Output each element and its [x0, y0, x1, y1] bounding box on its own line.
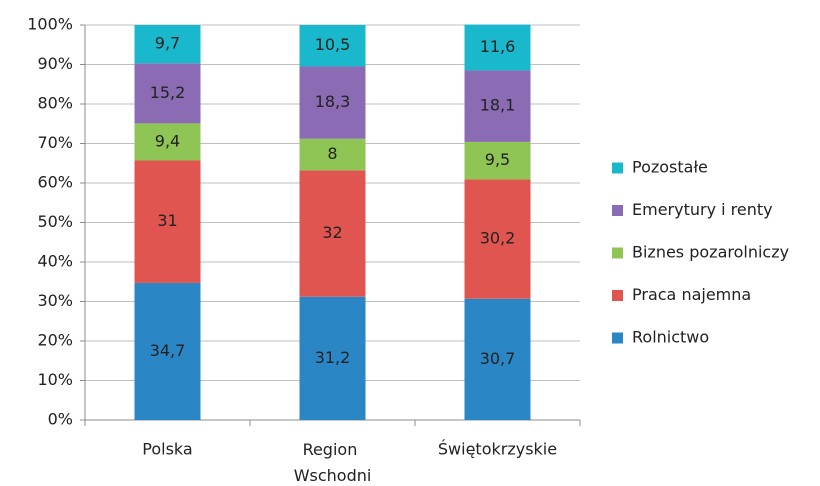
y-tick-label: 50%: [37, 212, 73, 231]
data-label: 10,5: [315, 35, 351, 54]
bar-segment: [299, 170, 366, 297]
data-label: 9,5: [485, 150, 510, 169]
bar-segment: [299, 138, 366, 171]
y-tick-label: 0%: [48, 410, 73, 429]
y-tick-label: 10%: [37, 370, 73, 389]
bar-segment: [299, 296, 366, 420]
legend-swatch: [612, 162, 623, 174]
y-tick-label: 30%: [37, 291, 73, 310]
y-tick-label: 70%: [37, 133, 73, 152]
data-label: 30,7: [480, 349, 516, 368]
bar-segment: [299, 66, 366, 139]
data-label: 32: [322, 223, 342, 242]
legend-label: Rolnictwo: [632, 328, 709, 347]
data-label: 18,1: [480, 96, 516, 115]
x-tick-label: Polska: [142, 440, 192, 459]
y-tick-label: 80%: [37, 94, 73, 113]
data-label: 9,7: [155, 34, 180, 53]
y-tick-label: 60%: [37, 173, 73, 192]
bar-segment: [464, 141, 531, 180]
data-label: 11,6: [480, 37, 516, 56]
data-label: 8: [327, 144, 337, 163]
data-label: 15,2: [150, 83, 186, 102]
data-label: 30,2: [480, 229, 516, 248]
bar-segment: [134, 282, 201, 420]
data-label: 9,4: [155, 131, 180, 150]
legend-swatch: [612, 247, 623, 259]
bar-segment: [464, 24, 531, 71]
bar-segment: [134, 123, 201, 161]
y-tick-label: 20%: [37, 331, 73, 350]
legend-label: Emerytury i renty: [632, 200, 773, 219]
legend-label: Praca najemna: [632, 285, 751, 304]
data-label: 18,3: [315, 92, 351, 111]
legend-swatch: [612, 332, 623, 344]
data-label: 31,2: [315, 348, 351, 367]
y-tick-label: 100%: [27, 15, 73, 34]
bar-segment: [464, 179, 531, 299]
bar-segment: [299, 25, 366, 67]
legend-label: Biznes pozarolniczy: [632, 243, 789, 262]
y-tick-label: 40%: [37, 252, 73, 271]
bar-segment: [134, 160, 201, 283]
data-label: 31: [157, 211, 177, 230]
legend-label: Pozostałe: [632, 158, 708, 177]
bar-segment: [134, 25, 201, 64]
bar-segment: [134, 63, 201, 124]
y-tick-label: 90%: [37, 54, 73, 73]
legend-swatch: [612, 290, 623, 301]
bar-segment: [464, 298, 531, 420]
x-tick-label: Region Wschodni: [294, 440, 372, 485]
data-label: 34,7: [150, 341, 186, 360]
bar-segment: [464, 70, 531, 142]
legend-swatch: [612, 205, 623, 216]
x-tick-label: Świętokrzyskie: [438, 440, 557, 459]
